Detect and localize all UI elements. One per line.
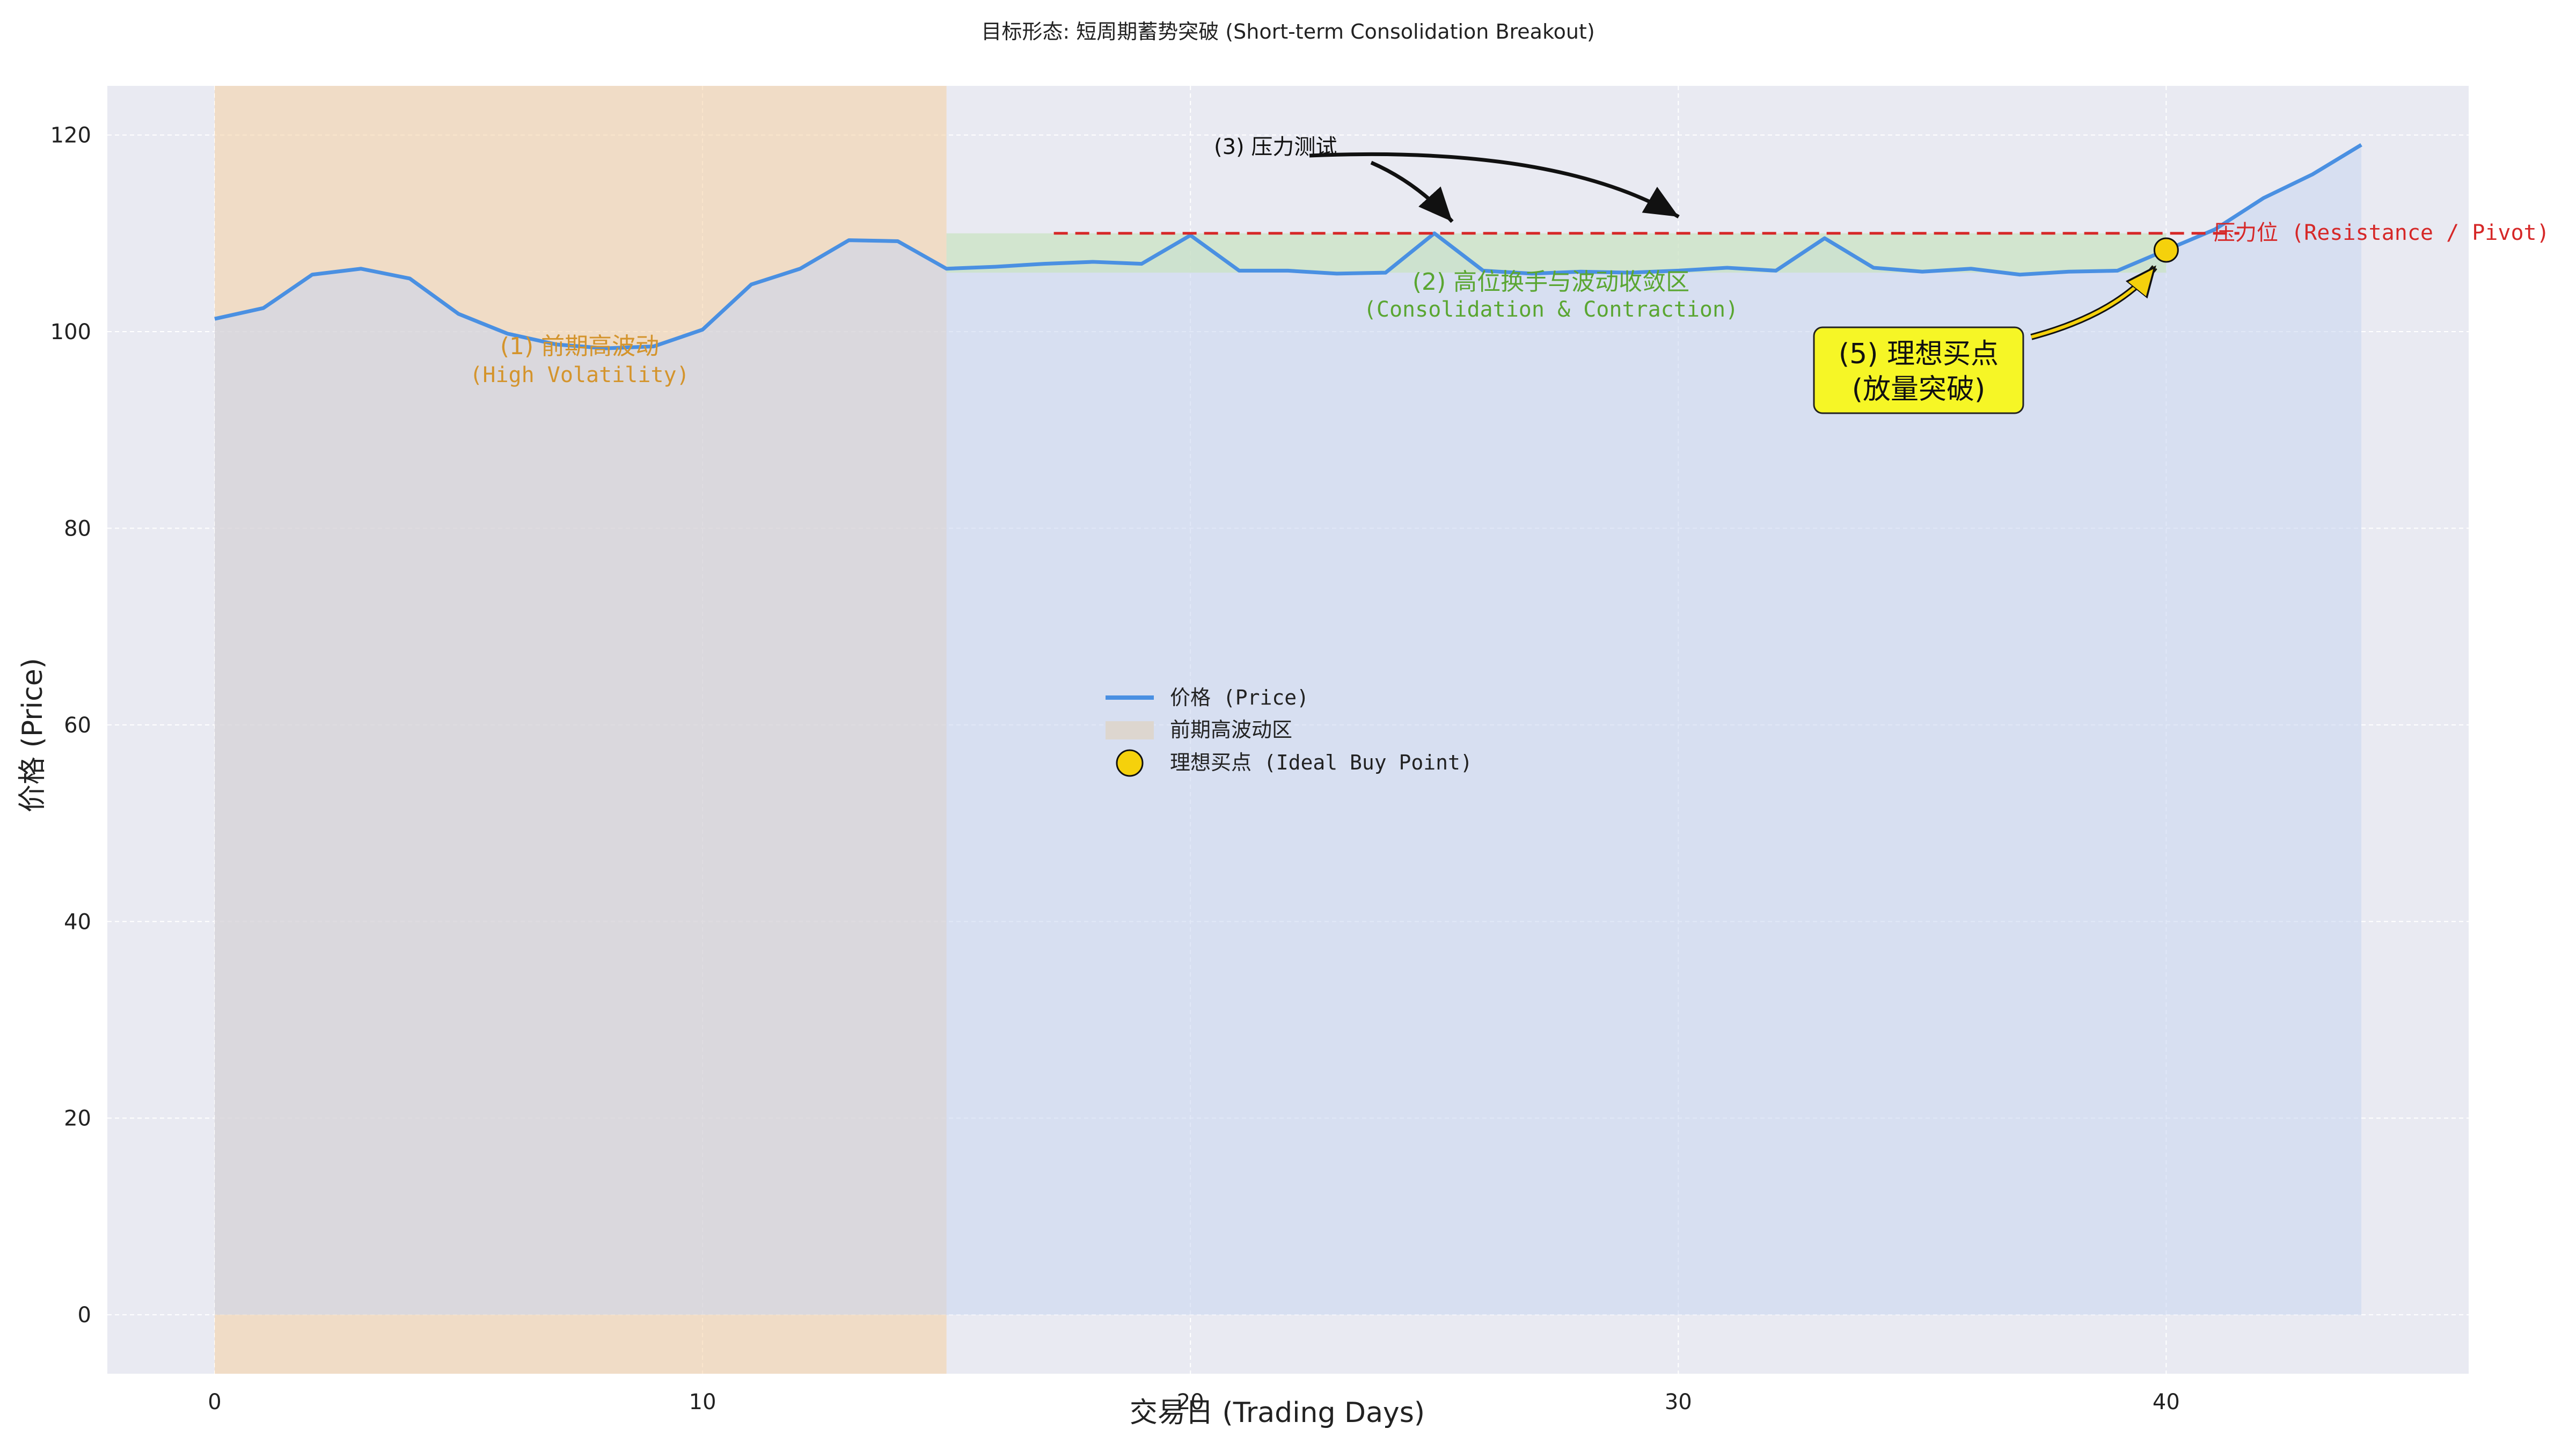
legend-buy-swatch [1116,749,1144,777]
x-tick-labels: 0 10 20 30 40 [208,1390,2180,1415]
y-tick-label: 100 [50,320,91,345]
pressure-test-arrow-1 [1370,160,1454,223]
resistance-label: 压力位 (Resistance / Pivot) [2214,221,2550,245]
legend: 价格 (Price) 前期高波动区 理想买点 (Ideal Buy Point) [1106,686,1473,777]
y-tick-label: 80 [64,516,91,541]
y-tick-label: 40 [64,910,91,934]
zone1-annotation-line1: (1) 前期高波动 [500,333,659,360]
legend-zone-label: 前期高波动区 [1170,718,1292,742]
zone1-annotation-line2: (High Volatility) [470,363,689,387]
legend-buy-label: 理想买点 (Ideal Buy Point) [1170,751,1473,774]
x-tick-label: 40 [2153,1390,2180,1415]
zone2-annotation-line1: (2) 高位换手与波动收敛区 [1413,268,1689,296]
legend-zone-swatch [1106,721,1154,739]
x-axis-label: 交易日 (Trading Days) [1130,1397,1425,1429]
price-area-fill [215,144,2361,1315]
buy-point-callout-box [1813,326,2024,414]
y-tick-label: 60 [64,713,91,738]
y-tick-label: 0 [78,1303,91,1328]
legend-price-label: 价格 (Price) [1170,686,1309,709]
x-tick-label: 20 [1177,1390,1204,1415]
consolidation-band [946,233,2167,273]
x-tick-label: 0 [208,1390,221,1415]
price-line [214,143,2362,350]
buy-point-callout-line2: (放量突破) [1852,373,1986,406]
pressure-test-arrow-2 [1309,152,1680,219]
x-tick-label: 30 [1665,1390,1692,1415]
y-tick-label: 120 [50,123,91,148]
y-tick-labels: 0 20 40 60 80 100 120 [50,123,91,1328]
x-tick-label: 10 [689,1390,716,1415]
chart-title: 目标形态: 短周期蓄势突破 (Short-term Consolidation … [981,20,1594,43]
buy-point-marker [2153,237,2179,263]
y-tick-label: 20 [64,1106,91,1131]
zone2-annotation-line2: (Consolidation & Contraction) [1364,297,1738,322]
buy-point-arrow-inner [2031,267,2155,339]
buy-point-callout-line1: (5) 理想买点 [1839,338,1999,370]
y-axis-label: 价格 (Price) [17,658,49,812]
